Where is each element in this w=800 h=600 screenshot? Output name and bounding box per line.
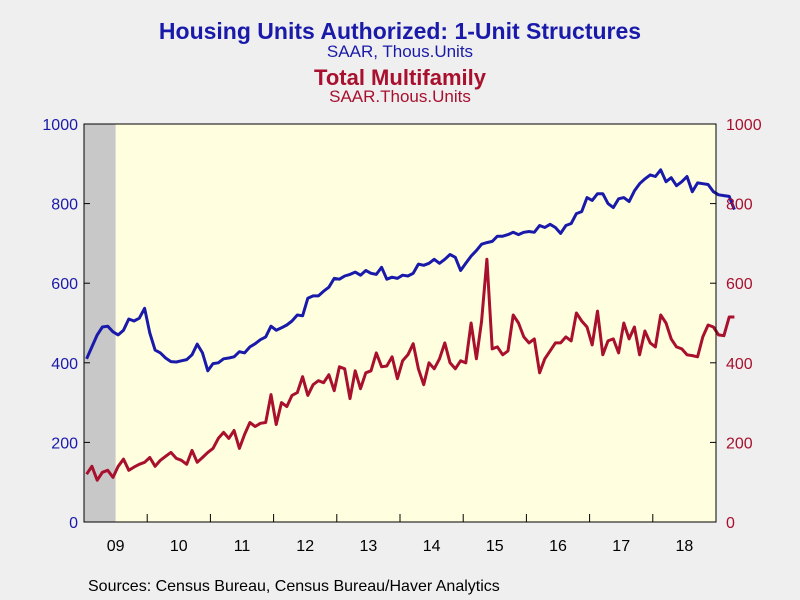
y-tick-label-left: 400 <box>51 356 78 373</box>
x-tick-label: 15 <box>486 538 504 555</box>
source-note: Sources: Census Bureau, Census Bureau/Ha… <box>88 578 500 595</box>
series-line-left <box>85 168 736 373</box>
chart-title: Housing Units Authorized: 1-Unit Structu… <box>158 18 642 44</box>
plot-area: 0 200 400 600 800 1000 0 200 400 600 800 1000 09 10 11… <box>42 117 761 555</box>
plot-background <box>84 124 716 522</box>
x-tick-label: 13 <box>360 538 378 555</box>
chart-title-secondary: Total Multifamily <box>314 65 486 90</box>
y-tick-label-left: 800 <box>51 197 78 214</box>
x-tick-label: 09 <box>107 538 125 555</box>
y-tick-label-right: 800 <box>726 197 753 214</box>
y-tick-label-right: 200 <box>726 435 753 452</box>
y-tick-label-right: 600 <box>726 276 753 293</box>
y-tick-label-left: 1000 <box>42 117 78 134</box>
x-tick-label: 18 <box>676 538 694 555</box>
chart-subtitle-secondary: SAAR.Thous.Units <box>329 87 471 106</box>
y-tick-label-left: 0 <box>69 515 78 532</box>
y-tick-label-right: 400 <box>726 356 753 373</box>
y-tick-label-left: 200 <box>51 435 78 452</box>
y-tick-label-right: 1000 <box>726 117 762 134</box>
x-tick-label: 11 <box>234 538 251 555</box>
x-tick-label: 14 <box>423 538 441 555</box>
x-tick-label: 17 <box>612 538 630 555</box>
x-tick-label: 16 <box>549 538 567 555</box>
y-tick-label-left: 600 <box>51 276 78 293</box>
series-line-right <box>85 257 735 482</box>
chart-subtitle: SAAR, Thous.Units <box>326 42 474 61</box>
x-tick-label: 12 <box>296 538 314 555</box>
recession-shade <box>84 124 116 522</box>
x-tick-label: 10 <box>170 538 188 555</box>
y-tick-label-right: 0 <box>726 515 735 532</box>
